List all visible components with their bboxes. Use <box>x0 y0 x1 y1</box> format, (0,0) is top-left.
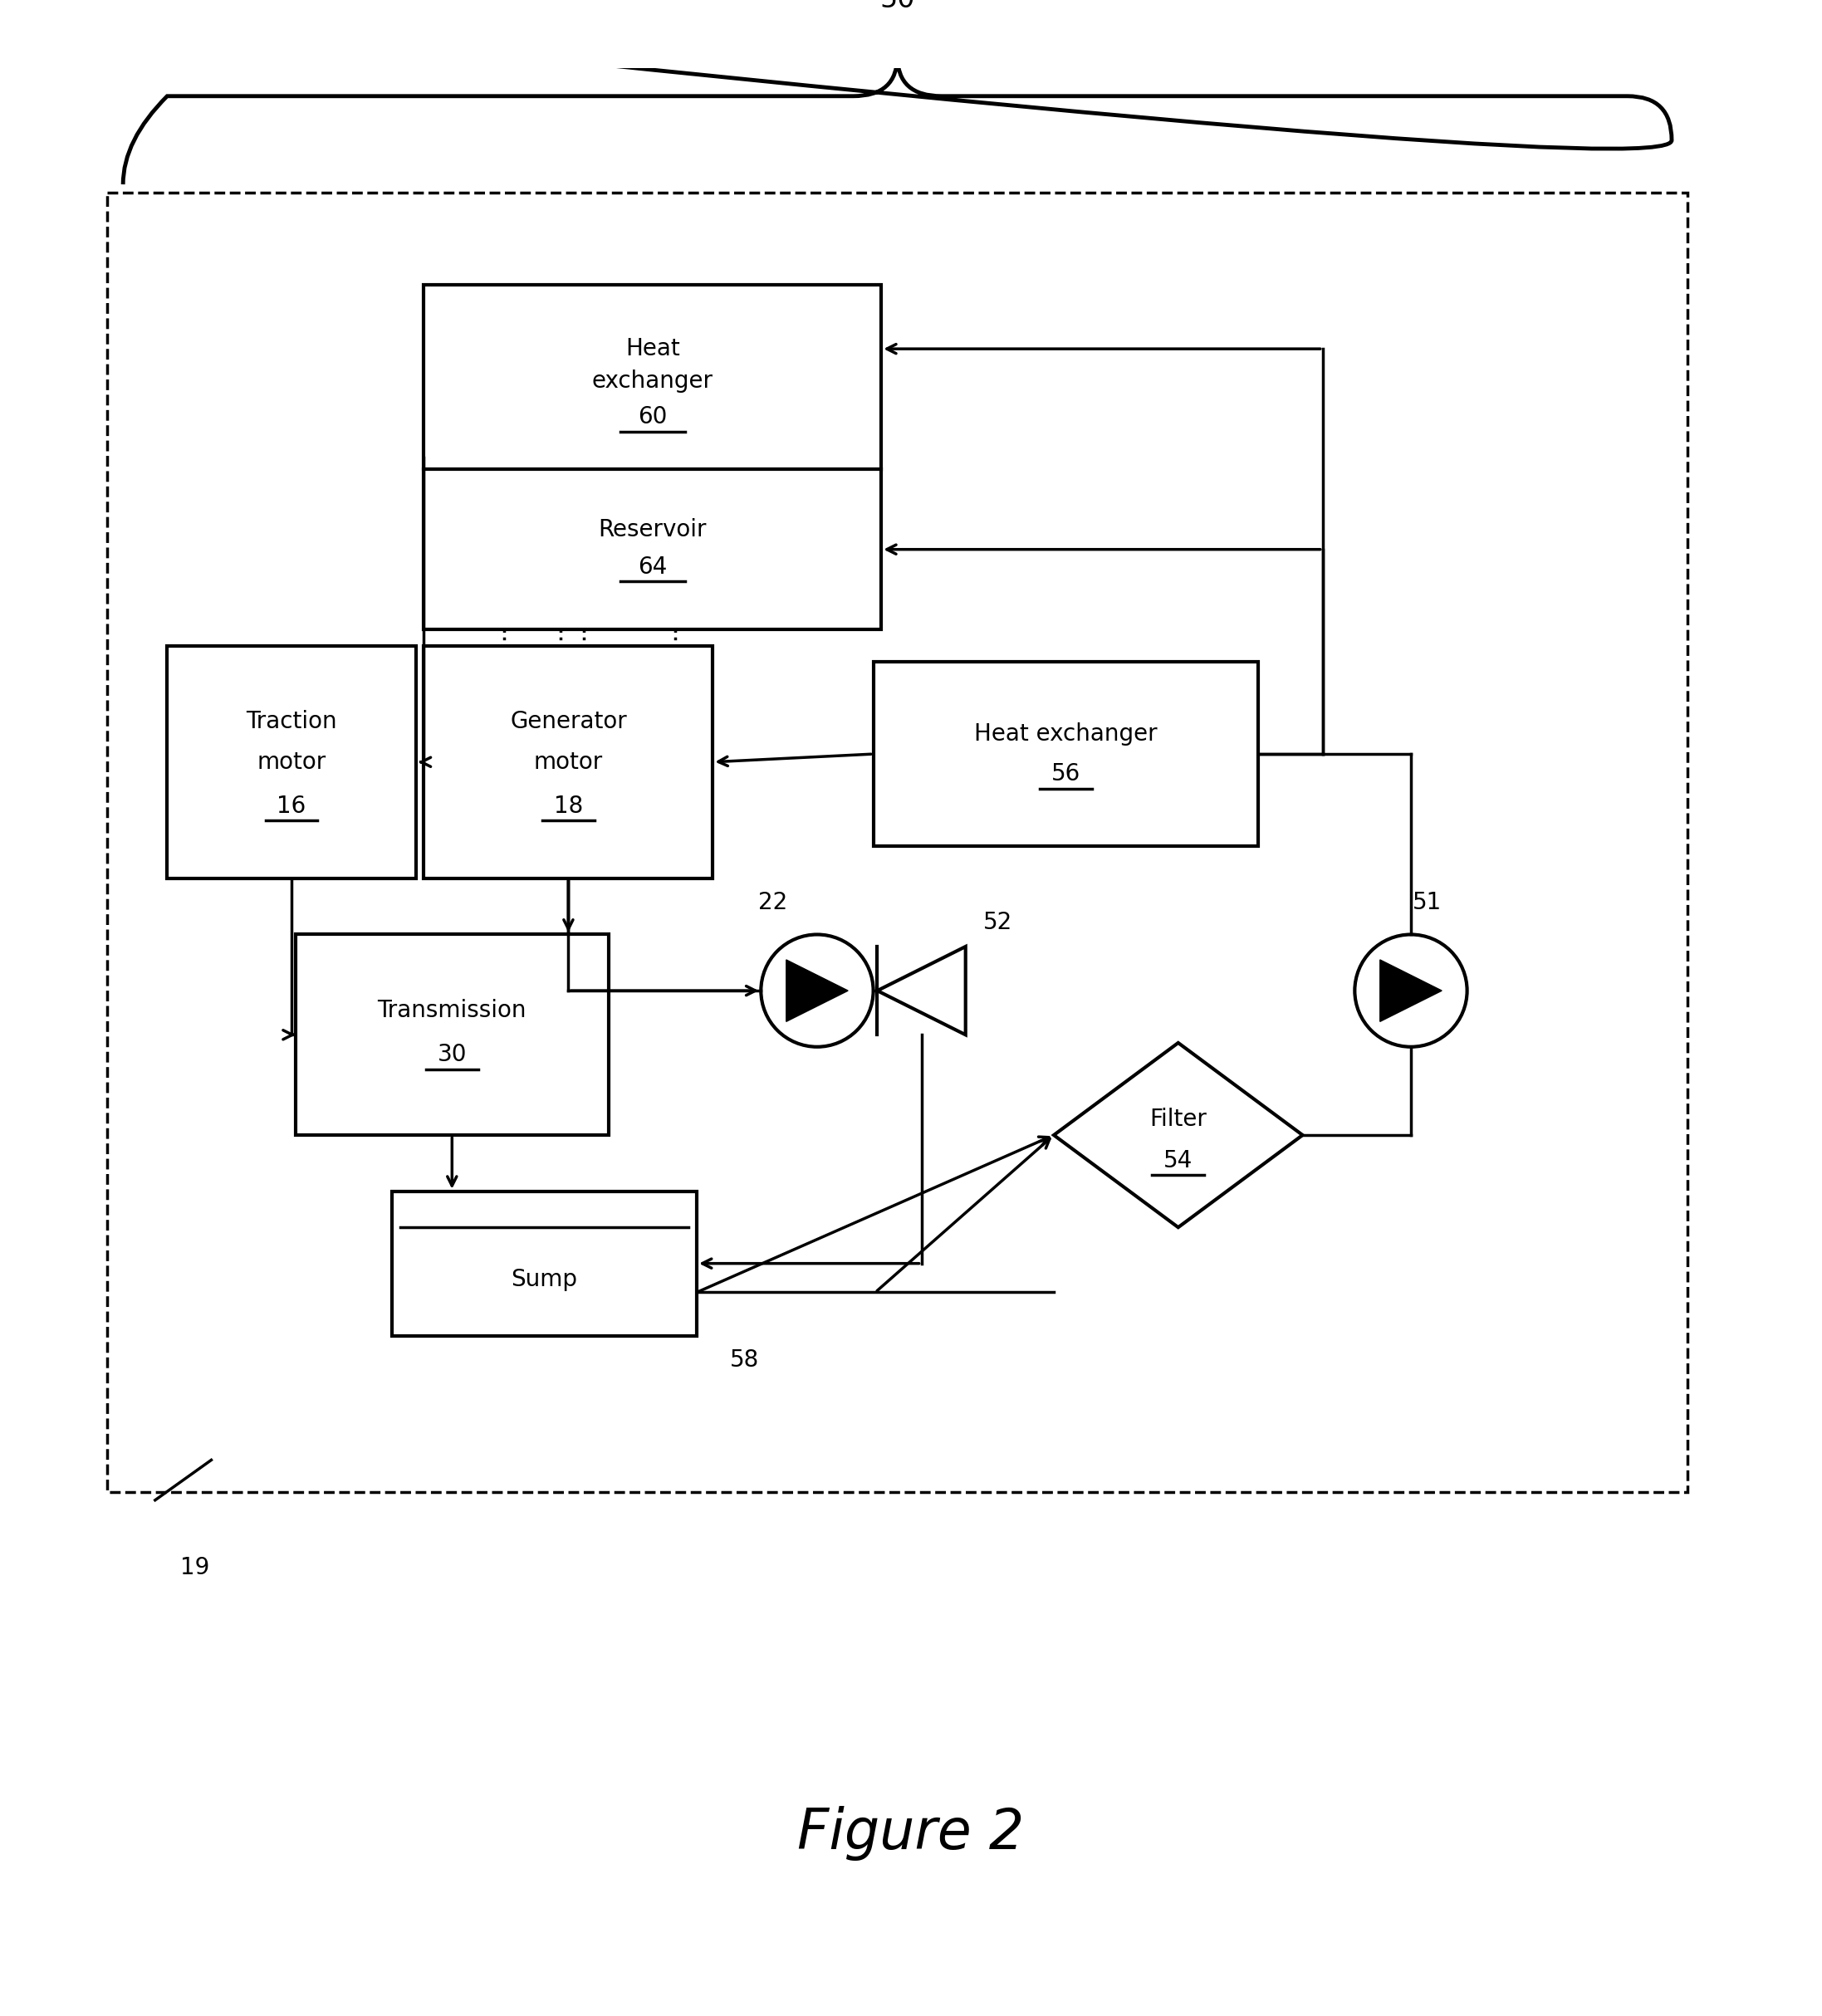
Bar <box>168 645 415 879</box>
Polygon shape <box>787 960 847 1022</box>
Text: exchanger: exchanger <box>592 369 712 393</box>
Bar <box>425 645 712 879</box>
Text: 58: 58 <box>731 1349 760 1371</box>
Text: Traction: Traction <box>246 710 337 734</box>
Text: 52: 52 <box>984 911 1013 933</box>
Bar <box>295 935 609 1135</box>
Text: 56: 56 <box>1051 762 1080 786</box>
Text: motor: motor <box>257 750 326 774</box>
Text: 19: 19 <box>180 1556 210 1581</box>
Text: Figure 2: Figure 2 <box>798 1806 1024 1861</box>
Text: Heat exchanger: Heat exchanger <box>975 722 1157 746</box>
Text: 54: 54 <box>1164 1149 1193 1173</box>
Text: 30: 30 <box>437 1042 466 1066</box>
Text: 60: 60 <box>638 405 667 429</box>
Polygon shape <box>1379 960 1441 1022</box>
Text: 16: 16 <box>277 794 306 818</box>
Polygon shape <box>1053 1042 1303 1228</box>
Text: Generator: Generator <box>510 710 627 734</box>
Bar <box>873 661 1259 847</box>
Text: 50: 50 <box>880 0 915 14</box>
Circle shape <box>1356 935 1467 1046</box>
Text: 18: 18 <box>554 794 583 818</box>
Text: Filter: Filter <box>1150 1107 1206 1131</box>
Text: 22: 22 <box>758 891 787 913</box>
Text: Heat: Heat <box>625 337 680 361</box>
Text: motor: motor <box>534 750 603 774</box>
Text: Reservoir: Reservoir <box>598 518 707 540</box>
Text: Transmission: Transmission <box>377 1000 527 1022</box>
Bar <box>392 1191 696 1337</box>
Circle shape <box>762 935 873 1046</box>
Bar <box>425 284 882 629</box>
Text: 51: 51 <box>1412 891 1441 913</box>
Text: 64: 64 <box>638 556 667 579</box>
Text: Sump: Sump <box>512 1268 578 1290</box>
Bar <box>107 192 1687 1492</box>
Polygon shape <box>878 948 966 1034</box>
